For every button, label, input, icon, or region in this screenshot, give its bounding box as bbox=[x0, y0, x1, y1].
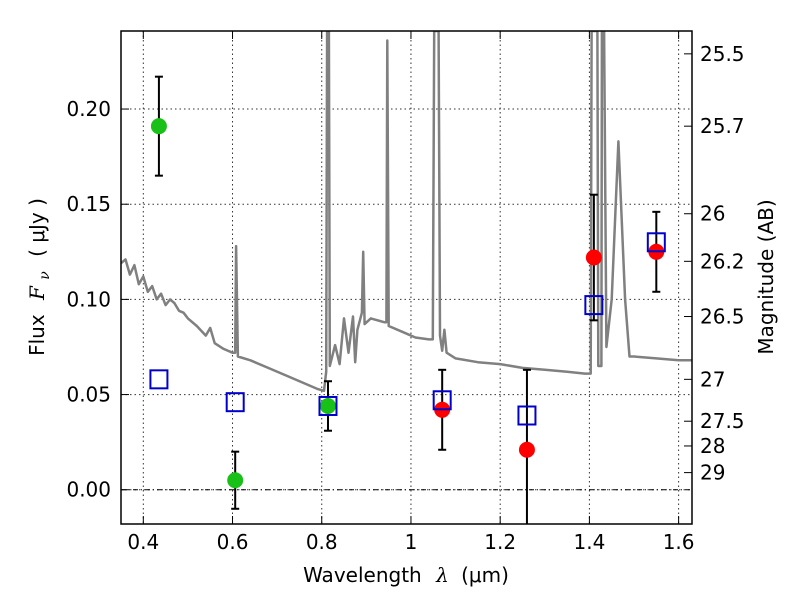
y-tick-label: 0.00 bbox=[66, 478, 111, 502]
data-point-square bbox=[225, 392, 245, 413]
data-point-square bbox=[646, 232, 666, 253]
y2-tick-label: 28 bbox=[700, 434, 725, 458]
data-point-square bbox=[584, 295, 604, 316]
model-spectrum bbox=[121, 31, 692, 393]
data-point-circle bbox=[319, 397, 336, 414]
y2-tick-label: 26.5 bbox=[700, 305, 745, 329]
x-tick-labels: 0.4 0.6 0.8 1 1.2 1.4 1.6 bbox=[127, 530, 694, 554]
y2-axis-label: Magnitude (AB) bbox=[754, 199, 778, 354]
x-tick-label: 0.4 bbox=[127, 530, 159, 554]
y-axis-label-subscript: ν bbox=[37, 271, 53, 280]
x-tick-label: 0.8 bbox=[306, 530, 338, 554]
axis-ticks bbox=[121, 31, 692, 524]
data-point-circle bbox=[585, 249, 602, 266]
y-axis-label-text: Flux bbox=[25, 314, 49, 356]
x-tick-label: 0.6 bbox=[217, 530, 249, 554]
x-tick-label: 1.4 bbox=[573, 530, 605, 554]
data-point-circle bbox=[227, 472, 244, 489]
data-point-circle bbox=[518, 441, 535, 458]
data-point-circle bbox=[150, 118, 167, 135]
x-tick-label: 1.2 bbox=[484, 530, 516, 554]
y2-tick-label: 25.5 bbox=[700, 42, 745, 66]
grid-lines bbox=[121, 31, 692, 524]
data-point-square bbox=[318, 395, 338, 416]
x-axis-label-symbol: λ bbox=[435, 563, 449, 587]
y-axis-label-symbol: F bbox=[25, 285, 49, 301]
data-point-square bbox=[432, 390, 452, 411]
model-spectrum-line bbox=[121, 31, 692, 393]
data-point-square bbox=[149, 369, 169, 390]
x-tick-label: 1 bbox=[405, 530, 418, 554]
y2-tick-label: 29 bbox=[700, 461, 725, 485]
y2-tick-label: 25.7 bbox=[700, 114, 745, 138]
y2-tick-label: 27.5 bbox=[700, 409, 745, 433]
y-tick-label: 0.10 bbox=[66, 287, 111, 311]
y-axis-label: Flux F ν ( μJy ) bbox=[25, 198, 54, 356]
y-tick-label: 0.05 bbox=[66, 383, 111, 407]
y2-tick-label: 26 bbox=[700, 202, 725, 226]
data-point-square bbox=[517, 405, 537, 426]
data-points bbox=[149, 75, 666, 524]
y-axis-label-unit: ( μJy ) bbox=[25, 198, 49, 257]
x-tick-label: 1.6 bbox=[663, 530, 695, 554]
x-axis-label: Wavelength λ (μm) bbox=[303, 563, 509, 587]
x-axis-label-unit: (μm) bbox=[461, 563, 509, 587]
x-axis-label-text: Wavelength bbox=[303, 563, 422, 587]
y2-tick-label: 26.2 bbox=[700, 249, 745, 273]
y2-tick-label: 27 bbox=[700, 367, 725, 391]
y-tick-label: 0.20 bbox=[66, 97, 111, 121]
y-tick-label: 0.15 bbox=[66, 192, 111, 216]
plot-frame bbox=[120, 30, 693, 525]
y2-tick-labels: 25.5 25.7 26 26.2 26.5 27 27.528 29 bbox=[700, 42, 745, 485]
y-tick-labels: 0.00 0.05 0.10 0.15 0.20 bbox=[66, 97, 111, 502]
